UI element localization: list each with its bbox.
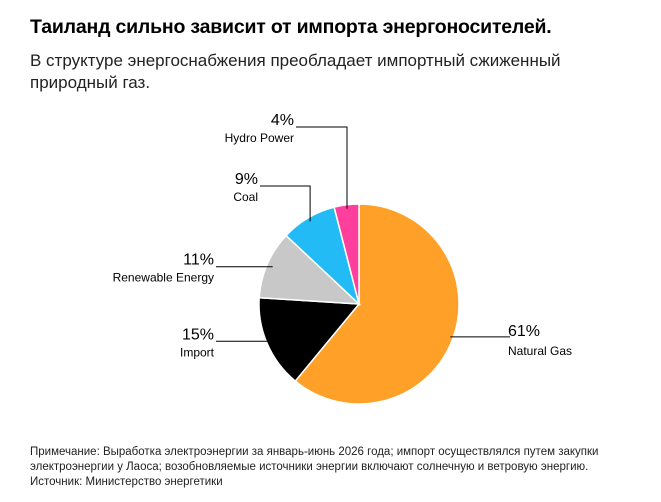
- slice-value-natural-gas: 61%: [508, 323, 540, 340]
- slice-label-hydro-power: Hydro Power: [225, 131, 294, 145]
- slice-label-coal: Coal: [233, 190, 258, 204]
- footer-note-line-1: Примечание: Выработка электроэнергии за …: [30, 446, 599, 458]
- slice-label-import: Import: [180, 345, 215, 359]
- slice-value-coal: 9%: [235, 171, 258, 188]
- chart-title: Таиланд сильно зависит от импорта энерго…: [30, 16, 552, 38]
- leader-line-coal: [260, 185, 311, 222]
- footer-note-line-2: электроэнергии у Лаоса; возобновляемые и…: [30, 461, 589, 473]
- pie-slice-renewable-energy: [258, 234, 362, 305]
- pie-slice-natural-gas: [294, 203, 460, 405]
- pie-slices: [258, 203, 460, 405]
- slice-labels: 61% Natural Gas 15% Import 11% Renewable Ener…: [113, 112, 572, 359]
- footer-source: Источник: Министерство энергетики: [30, 476, 223, 488]
- pie-slice-hydro-power: [333, 203, 360, 305]
- pie-slice-import: [258, 296, 361, 383]
- chart-footer: Примечание: Выработка электроэнергии за …: [30, 445, 650, 490]
- slice-label-renewable-energy: Renewable Energy: [113, 271, 214, 285]
- chart-subtitle: В структуре энергоснабжения преобладает …: [30, 51, 561, 92]
- slice-value-hydro-power: 4%: [271, 112, 294, 129]
- slice-value-renewable-energy: 11%: [183, 252, 214, 269]
- leader-lines: [216, 126, 510, 342]
- slice-label-natural-gas: Natural Gas: [508, 344, 572, 358]
- leader-line-hydro-power: [296, 126, 348, 209]
- slice-value-import: 15%: [182, 326, 214, 343]
